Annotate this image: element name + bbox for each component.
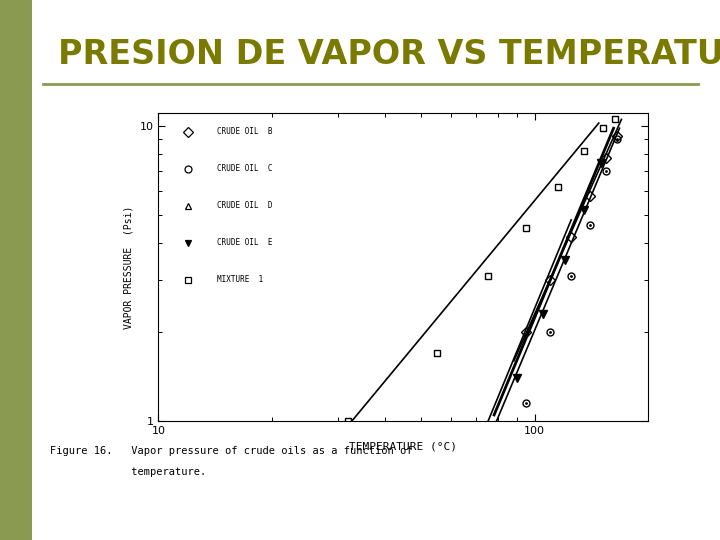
Text: PRESION DE VAPOR VS TEMPERATURA: PRESION DE VAPOR VS TEMPERATURA bbox=[58, 38, 720, 71]
Text: Figure 16.   Vapor pressure of crude oils as a function of: Figure 16. Vapor pressure of crude oils … bbox=[50, 446, 413, 456]
Text: CRUDE OIL  D: CRUDE OIL D bbox=[217, 201, 273, 210]
Text: MIXTURE  1: MIXTURE 1 bbox=[217, 275, 264, 284]
Y-axis label: VAPOR PRESSURE  (Psi): VAPOR PRESSURE (Psi) bbox=[124, 206, 134, 329]
Text: CRUDE OIL  B: CRUDE OIL B bbox=[217, 127, 273, 137]
X-axis label: TEMPERATURE (°C): TEMPERATURE (°C) bbox=[349, 442, 457, 451]
Text: CRUDE OIL  E: CRUDE OIL E bbox=[217, 238, 273, 247]
Text: temperature.: temperature. bbox=[50, 467, 207, 477]
Text: CRUDE OIL  C: CRUDE OIL C bbox=[217, 164, 273, 173]
